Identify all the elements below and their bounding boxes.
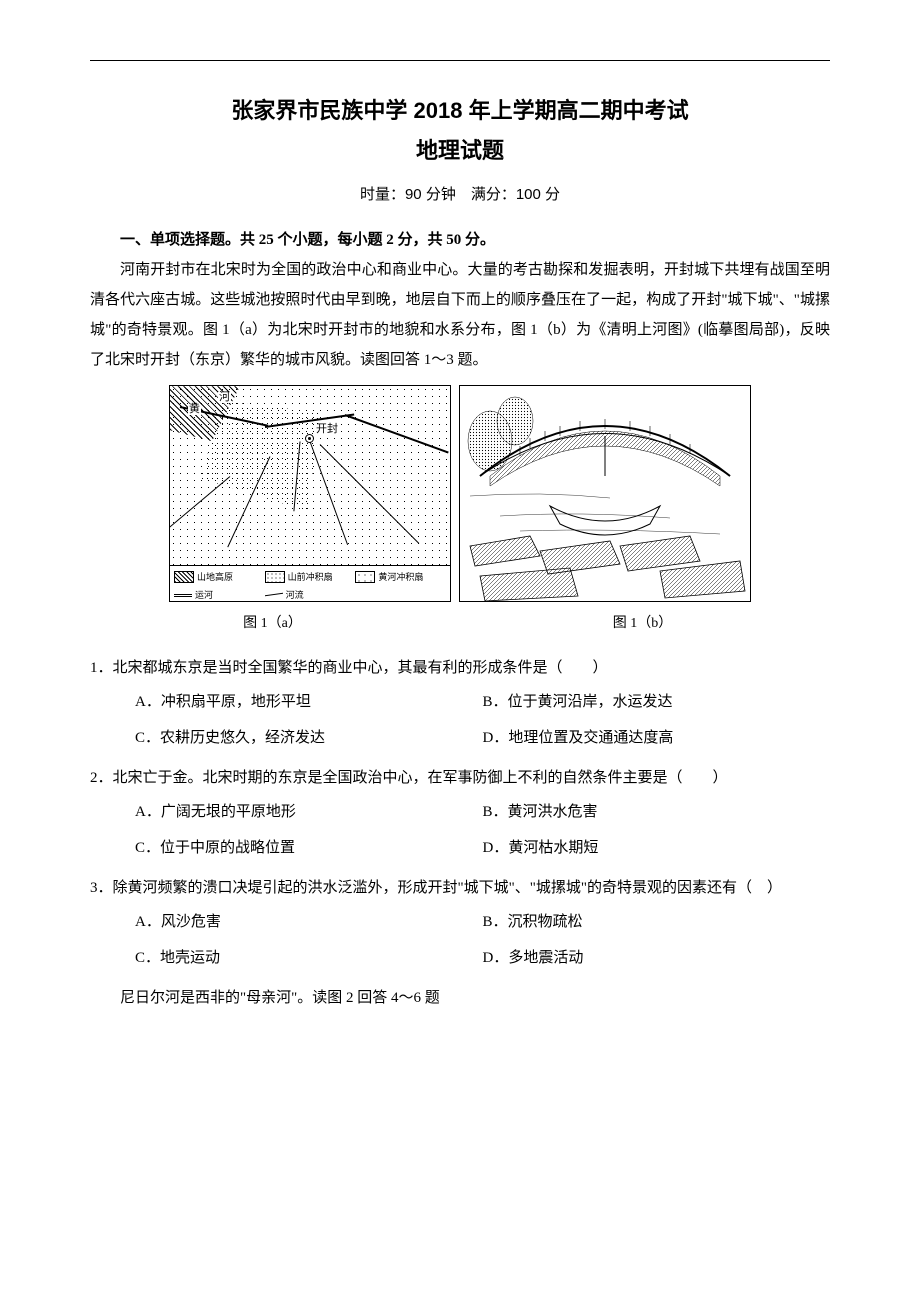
question-3-stem: 3．除黄河频繁的溃口决堤引起的洪水泛滥外，形成开封"城下城"、"城摞城"的奇特景… xyxy=(90,873,830,903)
figure-1b-painting xyxy=(459,385,751,602)
figure-1a-caption: 图 1（a） xyxy=(133,610,413,638)
q2-option-d: D．黄河枯水期短 xyxy=(483,833,831,863)
map-legend: 山地高原 山前冲积扇 黄河冲积扇 运河 河流 xyxy=(170,565,450,601)
figure-1b-caption: 图 1（b） xyxy=(498,610,788,638)
q1-option-c: C．农耕历史悠久，经济发达 xyxy=(135,723,483,753)
figure-1a-map: 开封 河 黄 山地高原 山前冲积扇 黄河冲积扇 运河 河流 xyxy=(169,385,451,602)
legend-river: 河流 xyxy=(265,586,356,602)
q3-option-a: A．风沙危害 xyxy=(135,907,483,937)
header-rule xyxy=(90,60,830,61)
q3-option-d: D．多地震活动 xyxy=(483,943,831,973)
question-1-stem: 1．北宋都城东京是当时全国繁华的商业中心，其最有利的形成条件是（ ） xyxy=(90,653,830,683)
q2-option-c: C．位于中原的战略位置 xyxy=(135,833,483,863)
map-river-label: 河 xyxy=(218,392,231,403)
legend-plain-label: 黄河冲积扇 xyxy=(378,568,423,586)
passage-kaifeng: 河南开封市在北宋时为全国的政治中心和商业中心。大量的考古勘探和发掘表明，开封城下… xyxy=(90,255,830,375)
figure-captions: 图 1（a） 图 1（b） xyxy=(90,610,830,638)
legend-plateau-label: 山地高原 xyxy=(197,568,233,586)
q1-option-b: B．位于黄河沿岸，水运发达 xyxy=(483,687,831,717)
legend-canal-label: 运河 xyxy=(195,586,213,602)
q1-option-d: D．地理位置及交通通达度高 xyxy=(483,723,831,753)
q1-option-a: A．冲积扇平原，地形平坦 xyxy=(135,687,483,717)
legend-plateau: 山地高原 xyxy=(174,568,265,586)
legend-fan-label: 山前冲积扇 xyxy=(288,568,333,586)
exam-title-main: 张家界市民族中学 2018 年上学期高二期中考试 xyxy=(90,91,830,131)
passage-niger: 尼日尔河是西非的"母亲河"。读图 2 回答 4～6 题 xyxy=(90,983,830,1013)
q2-option-a: A．广阔无垠的平原地形 xyxy=(135,797,483,827)
legend-river-label: 河流 xyxy=(286,586,304,602)
question-3-options: A．风沙危害 B．沉积物疏松 C．地壳运动 D．多地震活动 xyxy=(90,907,830,973)
legend-plain: 黄河冲积扇 xyxy=(355,568,446,586)
map-city-label: 开封 xyxy=(315,424,339,435)
exam-duration: 时量：90 分钟 满分：100 分 xyxy=(90,180,830,210)
q2-option-b: B．黄河洪水危害 xyxy=(483,797,831,827)
qingming-sketch xyxy=(460,386,750,601)
map-river-label-2: 黄 xyxy=(188,404,201,415)
question-2-options: A．广阔无垠的平原地形 B．黄河洪水危害 C．位于中原的战略位置 D．黄河枯水期… xyxy=(90,797,830,863)
q3-option-b: B．沉积物疏松 xyxy=(483,907,831,937)
legend-canal: 运河 xyxy=(174,586,265,602)
section-1-heading: 一、单项选择题。共 25 个小题，每小题 2 分，共 50 分。 xyxy=(90,225,830,255)
figure-row: 开封 河 黄 山地高原 山前冲积扇 黄河冲积扇 运河 河流 xyxy=(90,385,830,602)
q3-option-c: C．地壳运动 xyxy=(135,943,483,973)
exam-title-sub: 地理试题 xyxy=(90,131,830,171)
question-2-stem: 2．北宋亡于金。北宋时期的东京是全国政治中心，在军事防御上不利的自然条件主要是（… xyxy=(90,763,830,793)
legend-fan: 山前冲积扇 xyxy=(265,568,356,586)
question-1-options: A．冲积扇平原，地形平坦 B．位于黄河沿岸，水运发达 C．农耕历史悠久，经济发达… xyxy=(90,687,830,753)
